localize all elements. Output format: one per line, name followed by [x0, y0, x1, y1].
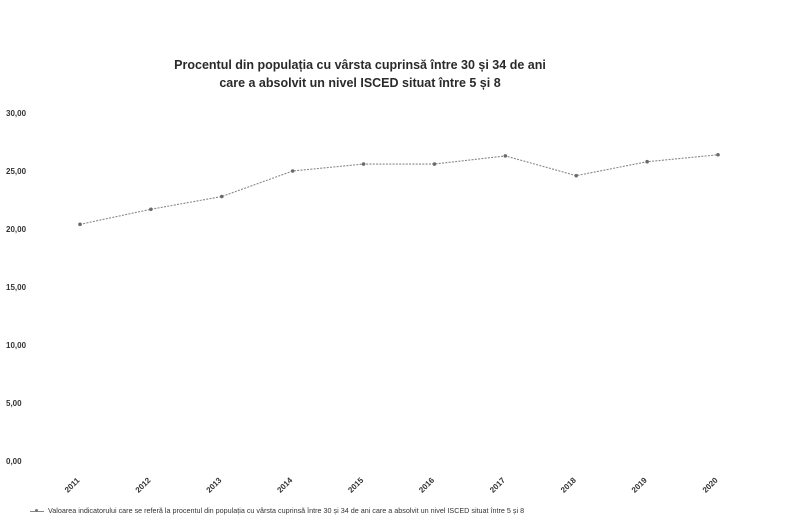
chart-title-line-2: care a absolvit un nivel ISCED situat în… [219, 76, 501, 90]
legend-series-label: Valoarea indicatorului care se referă la… [48, 506, 525, 515]
x-tick-label: 2012 [134, 475, 153, 494]
series-line [79, 154, 719, 225]
y-tick-label: 10,00 [6, 341, 27, 350]
x-tick-label: 2019 [630, 475, 649, 494]
data-point [503, 154, 508, 158]
y-tick-label: 15,00 [6, 283, 27, 292]
chart-legend: Valoarea indicatorului care se referă la… [30, 506, 800, 515]
y-tick-label: 5,00 [6, 399, 22, 408]
x-tick-label: 2014 [275, 475, 294, 494]
data-point [645, 159, 649, 164]
x-tick-label: 2016 [417, 475, 436, 494]
data-point [149, 207, 153, 212]
data-point [574, 173, 579, 178]
x-tick-label: 2013 [205, 475, 224, 494]
y-tick-label: 25,00 [6, 167, 27, 176]
data-point [219, 194, 224, 199]
data-point [78, 222, 82, 227]
legend-line-marker [30, 509, 44, 513]
chart-title-line-1: Procentul din populația cu vârsta cuprin… [174, 58, 546, 72]
x-tick-label: 2017 [488, 475, 507, 494]
data-point [361, 162, 366, 166]
data-point [716, 152, 720, 157]
y-tick-label: 30,00 [6, 109, 27, 118]
x-tick-label: 2011 [63, 476, 82, 495]
x-tick-label: 2015 [346, 475, 365, 494]
data-point [432, 162, 437, 166]
x-tick-label: 2020 [701, 475, 720, 494]
y-tick-label: 20,00 [6, 225, 27, 234]
x-tick-label: 2018 [559, 475, 578, 494]
data-point [290, 169, 295, 173]
y-tick-label: 0,00 [6, 457, 22, 466]
